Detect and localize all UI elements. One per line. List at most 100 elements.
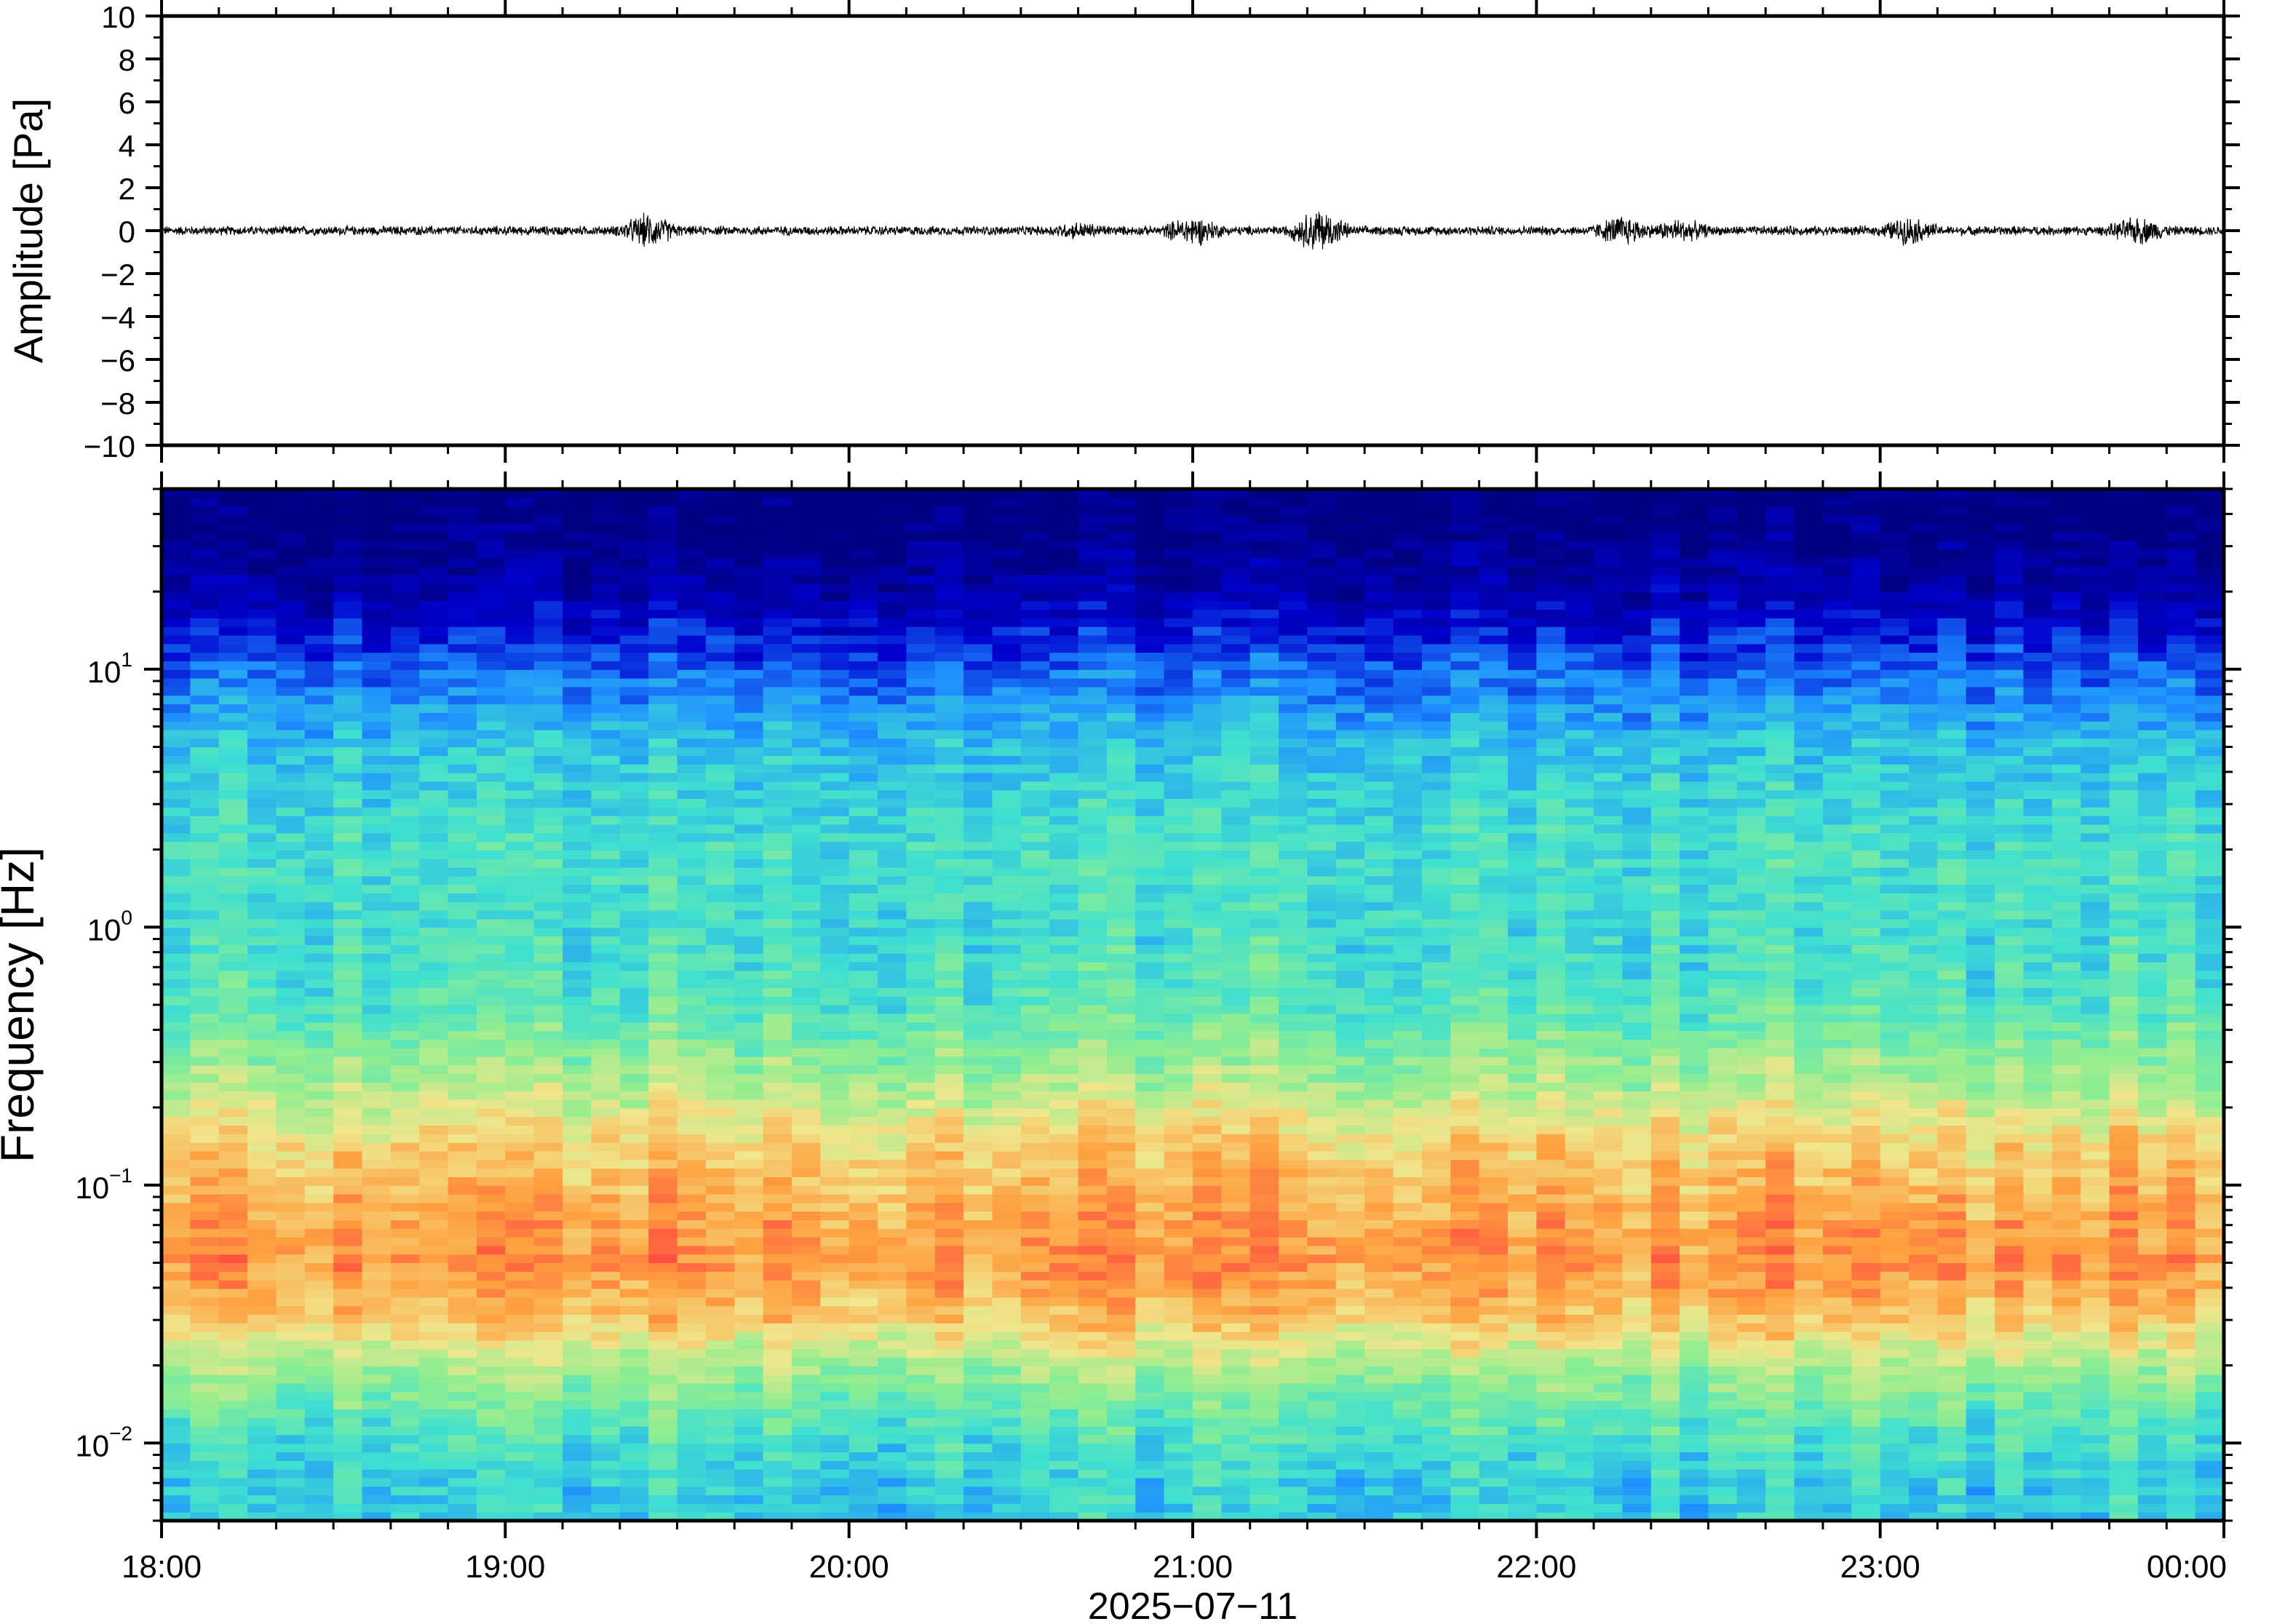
spectrogram-cell xyxy=(1507,1348,1537,1358)
spectrogram-cell xyxy=(2081,1297,2110,1307)
spectrogram-cell xyxy=(2081,1460,2110,1470)
spectrogram-cell xyxy=(218,1297,248,1307)
spectrogram-cell xyxy=(276,1202,306,1212)
spectrogram-cell xyxy=(1507,953,1537,963)
spectrogram-cell xyxy=(448,1193,477,1203)
spectrogram-cell xyxy=(1880,1237,1910,1246)
spectrogram-cell xyxy=(1680,1452,1709,1461)
spectrogram-cell xyxy=(1364,1168,1394,1177)
spectrogram-cell xyxy=(992,1005,1022,1014)
spectrogram-cell xyxy=(362,1477,392,1487)
spectrogram-cell xyxy=(1966,1452,1995,1461)
spectrogram-cell xyxy=(906,944,936,954)
spectrogram-cell xyxy=(1794,1193,1824,1203)
spectrogram-cell xyxy=(1995,1142,2024,1152)
spectrogram-cell xyxy=(1880,1460,1910,1470)
spectrogram-cell xyxy=(1193,1245,1222,1255)
spectrogram-cell xyxy=(419,1297,449,1307)
spectrogram-cell xyxy=(619,1262,649,1272)
spectrogram-cell xyxy=(1249,1305,1279,1315)
spectrogram-cell xyxy=(1736,1314,1766,1324)
spectrogram-cell xyxy=(1078,1443,1108,1453)
spectrogram-cell xyxy=(591,1142,621,1152)
spectrogram-cell xyxy=(2081,1426,2110,1436)
spectrogram-cell xyxy=(533,1460,563,1470)
spectrogram-cell xyxy=(1164,1168,1193,1177)
spectrogram-cell xyxy=(476,1452,506,1461)
spectrogram-cell xyxy=(448,1125,477,1134)
spectrogram-cell xyxy=(878,996,907,1006)
spectrogram-cell xyxy=(390,1512,420,1521)
spectrogram-cell xyxy=(362,1073,392,1083)
spectrogram-cell xyxy=(1479,1064,1509,1075)
spectrogram-cell xyxy=(2023,1426,2053,1436)
spectrogram-cell xyxy=(1078,1193,1108,1203)
spectrogram-cell xyxy=(963,1305,993,1315)
spectrogram-cell xyxy=(1966,1082,1995,1091)
spectrogram-cell xyxy=(1736,1280,1766,1289)
spectrogram-cell xyxy=(705,1348,735,1358)
spectrogram-cell xyxy=(1937,953,1967,963)
spectrogram-cell xyxy=(992,1099,1022,1109)
spectrogram-cell xyxy=(1249,1503,1279,1513)
spectrogram-cell xyxy=(1193,1134,1222,1143)
spectrogram-cell xyxy=(190,1400,220,1409)
spectrogram-cell xyxy=(505,1426,535,1436)
spectrogram-cell xyxy=(1393,1150,1423,1161)
spectrogram-cell xyxy=(1594,1332,1624,1341)
spectrogram-cell xyxy=(1765,1134,1795,1143)
spectrogram-cell xyxy=(218,1280,248,1289)
spectrogram-cell xyxy=(1279,1288,1308,1298)
spectrogram-cell xyxy=(1708,1177,1738,1186)
spectrogram-cell xyxy=(906,1280,936,1289)
spectrogram-cell xyxy=(2051,953,2081,963)
spectrogram-cell xyxy=(648,1168,678,1177)
spectrogram-cell xyxy=(1507,1288,1537,1298)
spectrogram-cell xyxy=(1020,1177,1050,1186)
spectrogram-cell xyxy=(1193,1332,1222,1341)
spectrogram-cell xyxy=(1307,1409,1337,1418)
spectrogram-cell xyxy=(963,970,993,980)
spectrogram-cell xyxy=(1708,1357,1738,1366)
spectrogram-cell xyxy=(1822,1150,1852,1161)
spectrogram-cell xyxy=(1909,1305,1938,1315)
spectrogram-cell xyxy=(1909,1056,1938,1066)
spectrogram-cell xyxy=(906,961,936,971)
spectrogram-cell xyxy=(619,1280,649,1289)
spectrogram-cell xyxy=(1221,1417,1251,1427)
spectrogram-cell xyxy=(1851,970,1881,980)
spectrogram-cell xyxy=(1049,953,1079,963)
spectrogram-cell xyxy=(591,1013,621,1023)
spectrogram-cell xyxy=(1279,1202,1308,1212)
spectrogram-cell xyxy=(419,1348,449,1358)
spectrogram-cell xyxy=(247,1193,277,1203)
spectrogram-cell xyxy=(1937,1107,1967,1118)
spectrogram-cell xyxy=(2195,1357,2225,1366)
spectrogram-cell xyxy=(1020,1305,1050,1315)
spectrogram-cell xyxy=(162,1237,191,1246)
spectrogram-cell xyxy=(1279,1271,1308,1281)
spectrogram-cell xyxy=(1193,1409,1222,1418)
spectrogram-cell xyxy=(1164,987,1193,997)
spectrogram-cell xyxy=(1421,1477,1451,1487)
spectrogram-cell xyxy=(1909,1254,1938,1264)
spectrogram-cell xyxy=(1221,1142,1251,1152)
spectrogram-cell xyxy=(1164,953,1193,963)
spectrogram-cell xyxy=(1708,1237,1738,1246)
spectrogram-cell xyxy=(963,1297,993,1307)
spectrogram-cell xyxy=(1279,944,1308,954)
spectrogram-cell xyxy=(218,1357,248,1366)
spectrogram-cell xyxy=(1536,1228,1566,1238)
spectrogram-cell xyxy=(1909,1477,1938,1487)
spectrogram-cell xyxy=(563,1486,592,1496)
spectrogram-cell xyxy=(619,1237,649,1246)
spectrogram-cell xyxy=(1966,1382,1995,1393)
spectrogram-cell xyxy=(1307,1193,1337,1203)
spectrogram-cell xyxy=(734,979,764,988)
spectrogram-cell xyxy=(162,1469,191,1478)
spectrogram-cell xyxy=(906,1305,936,1315)
spectrogram-cell xyxy=(763,1185,792,1195)
spectrogram-cell xyxy=(1736,1254,1766,1264)
spectrogram-cell xyxy=(1594,1237,1624,1246)
spectrogram-cell xyxy=(419,1443,449,1453)
